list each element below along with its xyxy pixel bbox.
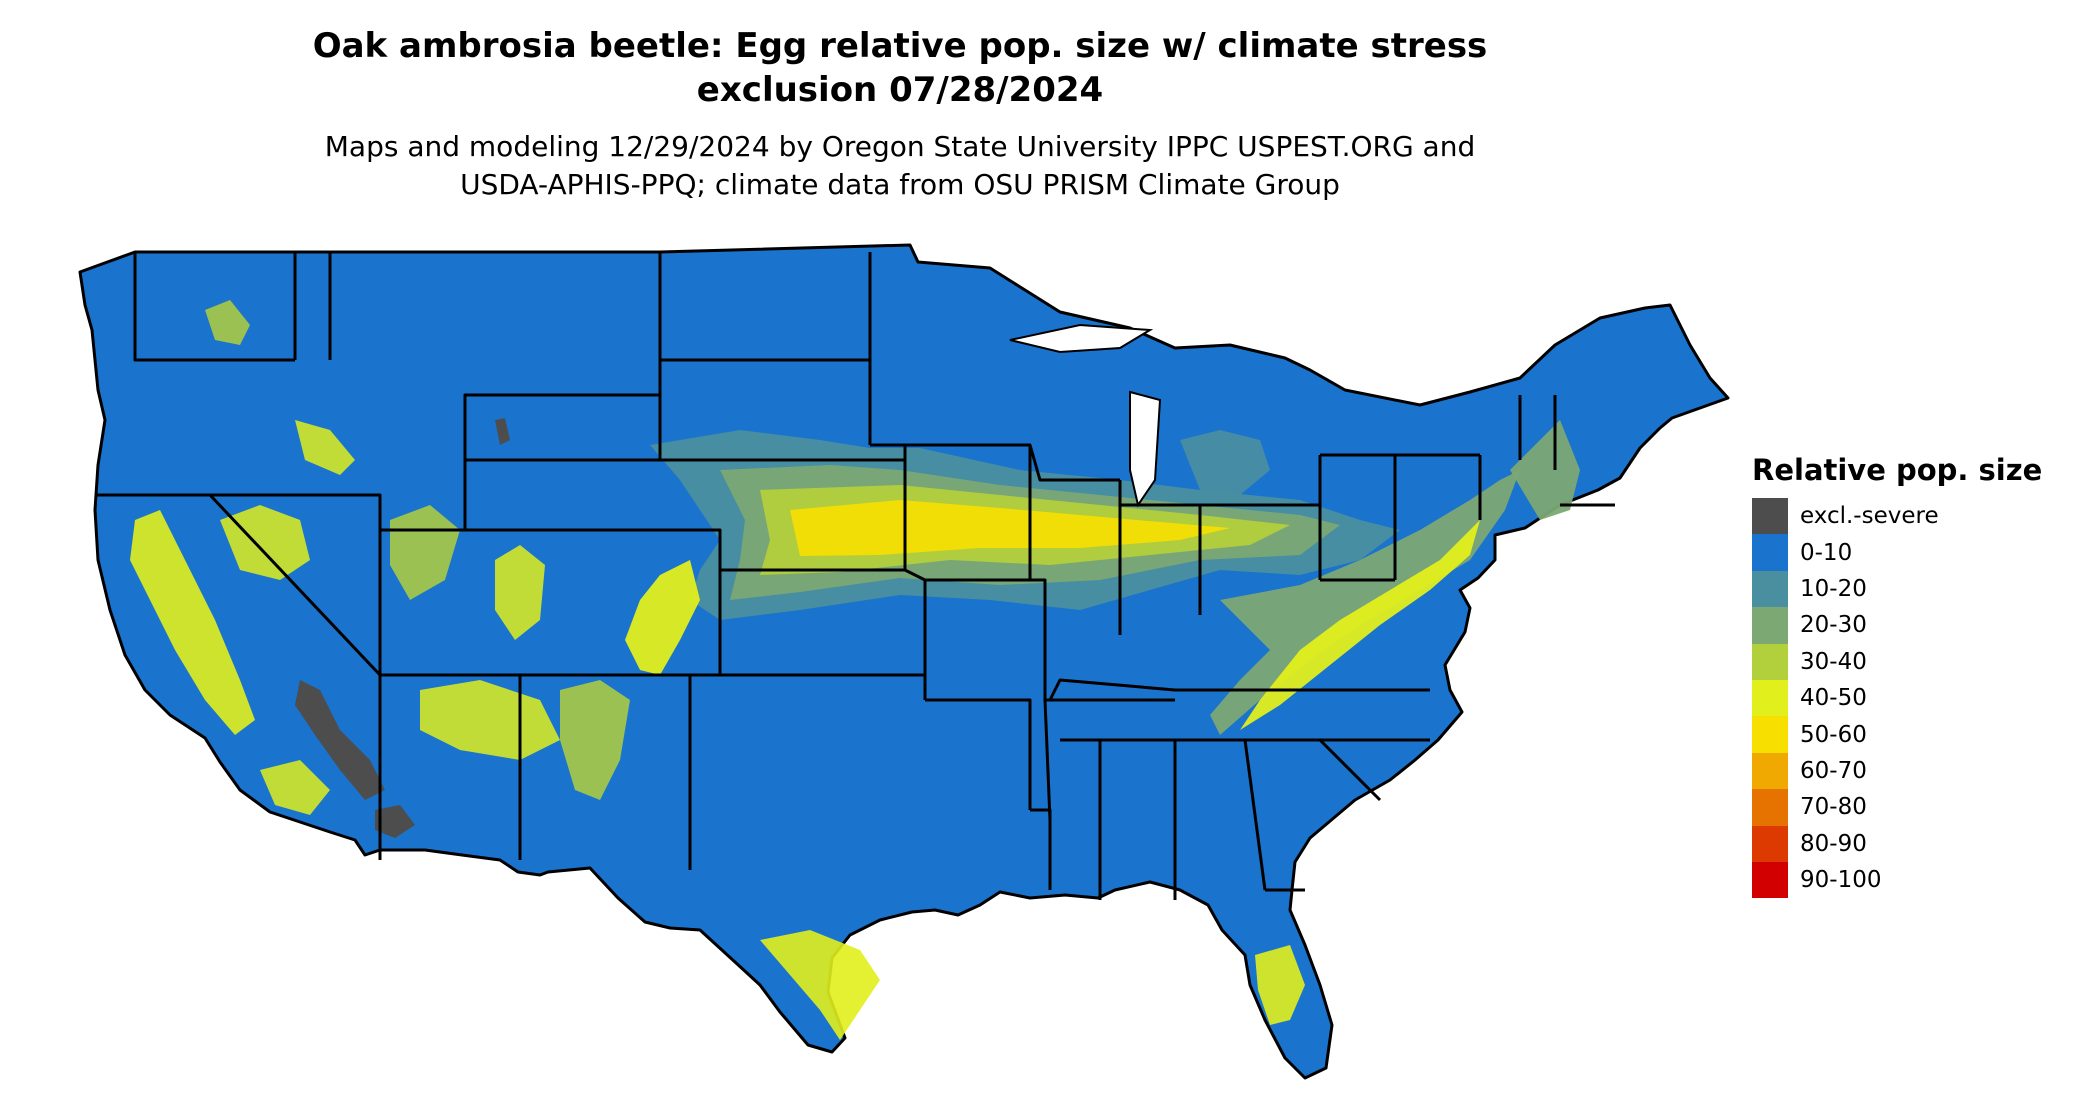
legend-item: 30-40: [1752, 643, 2042, 680]
legend-item: 0-10: [1752, 534, 2042, 571]
patch-florida: [1255, 945, 1305, 1025]
patch-cascades: [205, 300, 250, 345]
legend-item: 90-100: [1752, 861, 2042, 899]
patch-excluded-yuma: [375, 805, 415, 838]
legend-label: 40-50: [1800, 685, 1867, 712]
patch-northeast: [1510, 420, 1580, 520]
legend-label: 90-100: [1800, 867, 1882, 894]
patch-arizona: [420, 680, 560, 760]
legend-items: excl.-severe 0-10 10-20 20-30 30-40 40-50 50-6…: [1752, 498, 2042, 899]
legend-item: excl.-severe: [1752, 498, 2042, 535]
patch-sierra: [130, 510, 255, 735]
subtitle-line-1: Maps and modeling 12/29/2024 by Oregon S…: [324, 130, 1476, 163]
legend-item: 10-20: [1752, 570, 2042, 608]
map-title: Oak ambrosia beetle: Egg relative pop. s…: [230, 24, 1570, 112]
legend-swatch: [1752, 716, 1788, 753]
legend-label: 70-80: [1800, 794, 1867, 821]
legend: Relative pop. size excl.-severe 0-10 10-20…: [1752, 450, 2043, 899]
legend-label: excl.-severe: [1800, 503, 1939, 530]
suitability-patches: [130, 300, 1580, 1040]
legend-item: 40-50: [1752, 679, 2042, 717]
legend-swatch: [1752, 752, 1788, 790]
patch-socal: [260, 760, 330, 815]
patch-texas-coast: [760, 930, 880, 1040]
state-borders: [95, 252, 1615, 900]
patch-utah: [495, 545, 545, 640]
patch-idaho: [295, 420, 355, 475]
patch-michigan: [1180, 430, 1270, 495]
great-lakes: [1009, 323, 1162, 508]
legend-item: 80-90: [1752, 825, 2042, 862]
legend-title: Relative pop. size: [1752, 453, 2043, 487]
legend-swatch: [1752, 861, 1788, 899]
us-outline: [78, 243, 1730, 1080]
legend-swatch: [1752, 534, 1788, 571]
legend-label: 50-60: [1800, 721, 1867, 748]
legend-item: 20-30: [1752, 607, 2042, 644]
patch-great-basin-1: [220, 505, 310, 580]
title-line-2: exclusion 07/28/2024: [696, 70, 1104, 110]
legend-label: 20-30: [1800, 612, 1867, 639]
patch-excluded-wyoming: [495, 418, 510, 445]
legend-label: 10-20: [1800, 575, 1867, 602]
legend-label: 30-40: [1800, 648, 1867, 675]
subtitle-line-2: USDA-APHIS-PPQ; climate data from OSU PR…: [460, 168, 1340, 201]
legend-label: 60-70: [1800, 757, 1867, 784]
title-line-1: Oak ambrosia beetle: Egg relative pop. s…: [312, 26, 1488, 66]
patch-appalachian-core: [1240, 520, 1480, 730]
legend-item: 70-80: [1752, 789, 2042, 826]
legend-swatch: [1752, 570, 1788, 608]
patch-new-mexico: [560, 680, 630, 800]
patch-excluded-mojave: [295, 680, 385, 800]
patch-front-range: [625, 560, 700, 675]
legend-swatch: [1752, 679, 1788, 717]
map-subtitle: Maps and modeling 12/29/2024 by Oregon S…: [230, 128, 1570, 204]
legend-swatch: [1752, 643, 1788, 680]
legend-item: 60-70: [1752, 752, 2042, 790]
legend-swatch: [1752, 498, 1788, 535]
legend-item: 50-60: [1752, 716, 2042, 753]
legend-swatch: [1752, 825, 1788, 862]
legend-swatch: [1752, 607, 1788, 644]
legend-label: 80-90: [1800, 830, 1867, 857]
legend-label: 0-10: [1800, 539, 1853, 566]
legend-swatch: [1752, 789, 1788, 826]
